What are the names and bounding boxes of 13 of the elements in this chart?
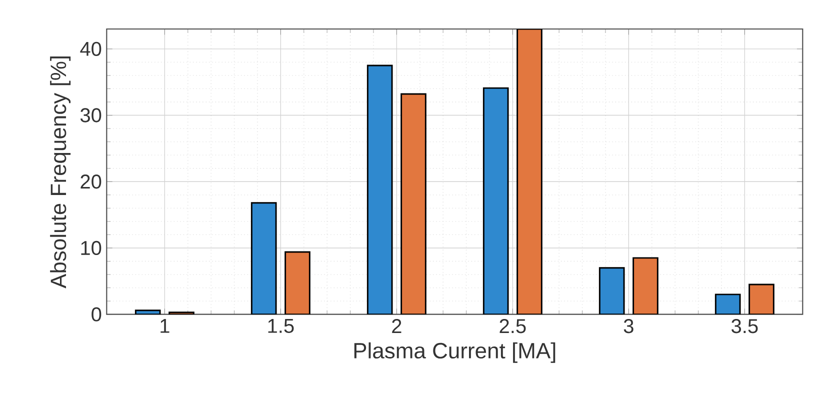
y-tick-label: 30 (80, 108, 102, 122)
x-axis-title: Plasma Current [MA] (354, 342, 556, 363)
x-tick-label: 3 (624, 319, 634, 334)
x-tick-label: 3.5 (732, 319, 758, 334)
x-tick-label: 2.5 (500, 319, 526, 334)
y-tick-label: 20 (80, 174, 102, 189)
x-tick-label: 1.5 (268, 319, 294, 333)
y-axis-title: Absolute Frequency [%] (50, 56, 71, 288)
y-tick-label: 0 (92, 307, 102, 322)
x-tick-label: 1 (160, 319, 170, 333)
x-tick-label: 2 (392, 319, 402, 334)
y-tick-label: 10 (81, 240, 102, 256)
y-tick-label: 40 (80, 42, 102, 56)
